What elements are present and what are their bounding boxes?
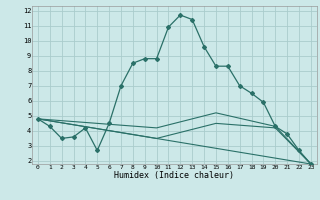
X-axis label: Humidex (Indice chaleur): Humidex (Indice chaleur) — [115, 171, 234, 180]
